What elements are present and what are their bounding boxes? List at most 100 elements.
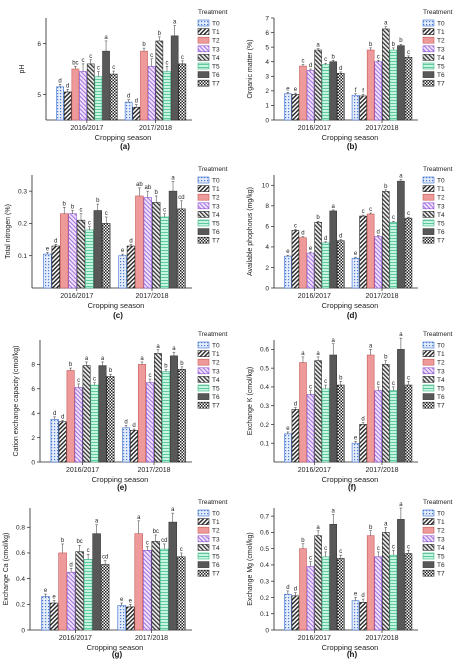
bar-T5 <box>163 71 171 121</box>
bar-T0 <box>122 427 131 463</box>
bar-T4 <box>75 551 84 631</box>
bar-T2 <box>366 49 375 121</box>
bar-T6 <box>397 519 405 631</box>
bar-T6 <box>98 365 107 463</box>
bar-T1 <box>49 602 59 631</box>
bar-T0 <box>56 86 64 121</box>
significance-letter: a <box>399 174 403 180</box>
bar-T0 <box>50 418 59 463</box>
panel-caption: (d) <box>347 311 358 320</box>
significance-letter: d <box>132 423 135 429</box>
significance-letter: d <box>301 231 304 237</box>
legend-swatch-T1 <box>422 185 435 192</box>
legend-label: T6 <box>212 562 220 569</box>
bar-T3 <box>66 571 76 631</box>
legend-swatch-T7 <box>197 79 210 87</box>
legend-swatch-T4 <box>422 544 435 551</box>
y-axis-label: Exchange K (cmol/kg) <box>247 367 254 435</box>
y-tick-label: 0.2 <box>260 595 269 602</box>
legend-swatch-T4 <box>197 211 210 218</box>
y-tick-label: 2 <box>265 265 269 272</box>
significance-letter: c <box>146 541 149 547</box>
significance-letter: d <box>124 419 127 425</box>
bar-T4 <box>76 219 86 289</box>
legend-label: T7 <box>437 81 445 88</box>
bar-T1 <box>291 94 300 121</box>
significance-letter: c <box>362 209 365 215</box>
x-axis-label: Cropping season <box>322 133 379 142</box>
y-tick-label: 3 <box>265 74 269 81</box>
significance-letter: d <box>66 83 69 89</box>
bar-T4 <box>154 353 162 463</box>
legend-label: T6 <box>212 394 220 401</box>
legend-label: T4 <box>212 212 220 219</box>
bar-T4 <box>82 365 91 463</box>
x-tick-label: 2017/2018 <box>365 125 398 132</box>
legend-label: T5 <box>437 64 445 71</box>
legend-label: T7 <box>437 238 445 245</box>
significance-letter: c <box>309 556 312 562</box>
y-axis-label: Exchange Mg (cmol/kg) <box>247 532 254 606</box>
significance-letter: b <box>369 525 373 531</box>
significance-letter: a <box>171 175 175 181</box>
significance-letter: c <box>82 58 85 64</box>
bar-T0 <box>351 94 360 121</box>
bar-T3 <box>306 566 315 631</box>
significance-letter: d <box>286 585 289 591</box>
legend-swatch-T1 <box>197 185 210 192</box>
bar-T1 <box>291 409 300 463</box>
legend-swatch-T6 <box>197 561 210 568</box>
significance-letter: a <box>332 509 336 515</box>
legend-label: T1 <box>437 186 445 193</box>
legend-swatch-T0 <box>422 19 435 27</box>
significance-letter: b <box>392 42 396 48</box>
significance-letter: e <box>354 591 358 597</box>
x-tick-label: 2017/2018 <box>135 293 168 300</box>
legend-swatch-T5 <box>422 384 435 392</box>
significance-letter: e <box>121 248 125 254</box>
bar-T5 <box>90 384 99 463</box>
significance-letter: b <box>180 361 184 367</box>
significance-letter: c <box>324 546 327 552</box>
bar-T4 <box>314 49 322 121</box>
y-axis-label: pH <box>19 65 26 74</box>
legend-swatch-T1 <box>422 518 435 525</box>
panel-5: 0 2 4 6 8 Cation exchange capacity (cmol/kg) 2… <box>13 331 228 492</box>
x-tick-label: 2017/2018 <box>365 467 398 474</box>
x-tick-label: 2017/2018 <box>365 635 398 642</box>
significance-letter: e <box>44 588 48 594</box>
legend-swatch-T1 <box>197 28 210 35</box>
legend-label: T2 <box>212 528 220 535</box>
significance-letter: cd <box>102 555 108 561</box>
bar-T4 <box>314 360 322 463</box>
significance-letter: b <box>69 362 73 368</box>
significance-letter: f <box>355 88 357 94</box>
bar-T6 <box>397 45 405 121</box>
significance-letter: e <box>120 597 124 603</box>
bar-T2 <box>134 533 143 631</box>
y-tick-label: 0.7 <box>260 513 269 520</box>
significance-letter: d <box>309 63 312 69</box>
bar-T4 <box>314 535 322 631</box>
significance-letter: c <box>407 50 410 56</box>
bar-T5 <box>85 229 94 289</box>
legend-label: T4 <box>212 545 220 552</box>
significance-letter: b <box>61 538 65 544</box>
significance-letter: c <box>377 54 380 60</box>
legend-label: T3 <box>212 368 220 375</box>
significance-letter: b <box>332 54 336 60</box>
legend-swatch-T2 <box>197 193 210 201</box>
significance-letter: d <box>339 234 342 240</box>
legend-label: T3 <box>212 46 220 53</box>
bar-T2 <box>366 535 375 631</box>
bar-T7 <box>177 208 186 289</box>
legend-swatch-T1 <box>422 350 435 357</box>
bar-T4 <box>155 40 164 121</box>
bar-T2 <box>299 362 307 463</box>
bar-T6 <box>397 349 405 463</box>
legend-label: T2 <box>212 195 220 202</box>
